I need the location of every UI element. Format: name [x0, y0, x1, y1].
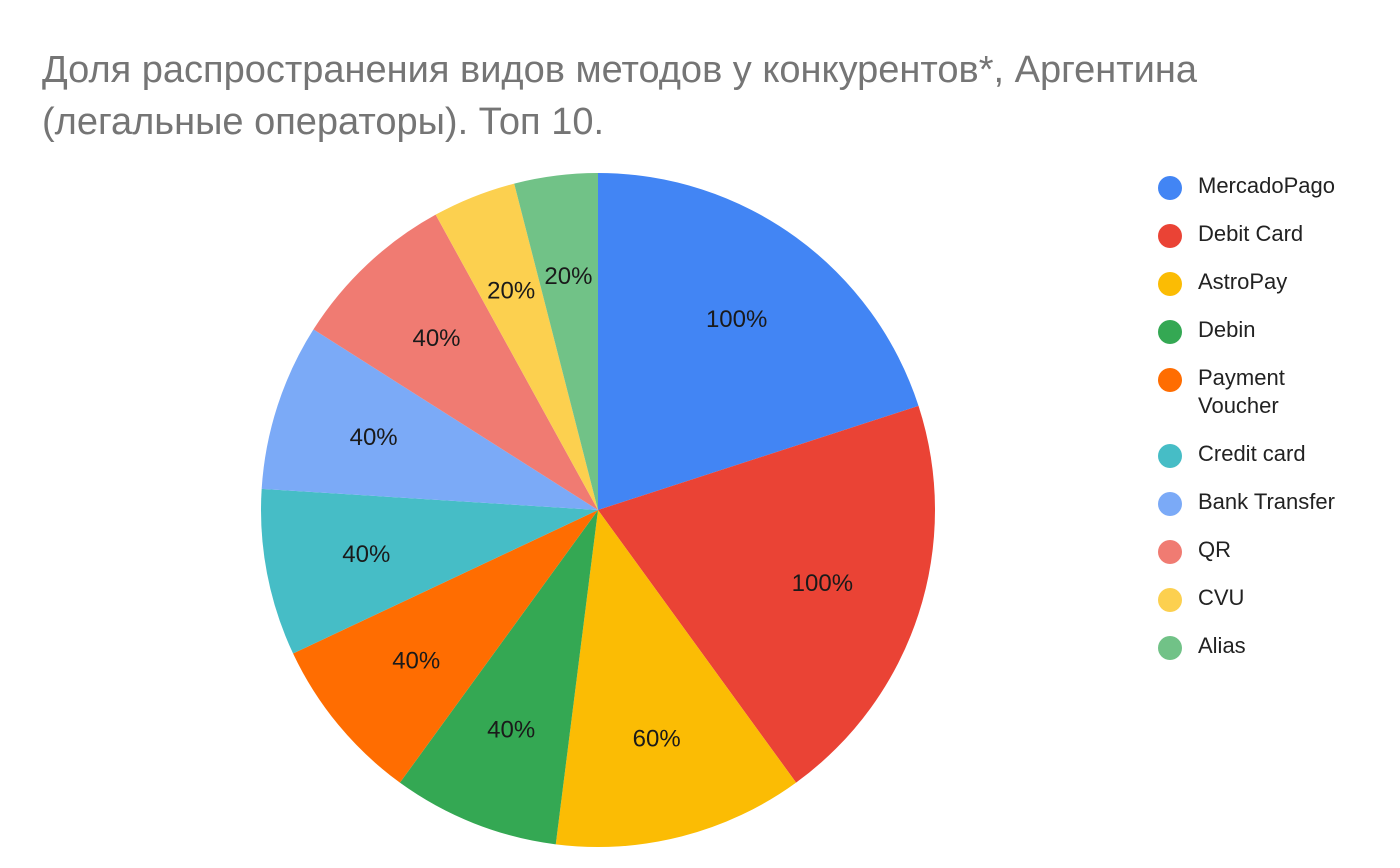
- legend-dot-icon: [1158, 492, 1182, 516]
- legend-dot-icon: [1158, 176, 1182, 200]
- legend-dot-icon: [1158, 588, 1182, 612]
- legend-dot-icon: [1158, 320, 1182, 344]
- legend-dot-icon: [1158, 224, 1182, 248]
- legend-dot-icon: [1158, 368, 1182, 392]
- pie-slice-qr[interactable]: [313, 214, 598, 511]
- legend-item-qr[interactable]: QR: [1158, 536, 1388, 584]
- slice-value-label: 20%: [487, 278, 535, 305]
- slice-value-label: 40%: [487, 716, 535, 743]
- slice-value-label: 100%: [706, 306, 767, 333]
- slice-value-label: 40%: [412, 325, 460, 352]
- legend-dot-icon: [1158, 272, 1182, 296]
- pie-slice-debin[interactable]: [399, 510, 598, 845]
- slice-value-label: 60%: [633, 725, 681, 752]
- pie-slice-cvu[interactable]: [435, 183, 598, 511]
- legend-item-debin[interactable]: Debin: [1158, 316, 1388, 364]
- pie-slice-astropay[interactable]: [555, 510, 797, 847]
- pie-slice-alias[interactable]: [514, 173, 598, 510]
- chart-title: Доля распространения видов методов у кон…: [42, 49, 1197, 143]
- pie-chart: 100% 100% 60% 40% 40% 40% 40% 40% 20% 20%: [261, 173, 935, 847]
- legend-item-cvu[interactable]: CVU: [1158, 584, 1388, 632]
- slice-value-label: 40%: [350, 424, 398, 451]
- legend-item-debit-card[interactable]: Debit Card: [1158, 220, 1388, 268]
- pie-slice-credit-card[interactable]: [261, 488, 598, 654]
- legend-item-astropay[interactable]: AstroPay: [1158, 268, 1388, 316]
- pie-slice-debit-card[interactable]: [598, 405, 935, 783]
- legend-dot-icon: [1158, 540, 1182, 564]
- pie-slice-bank-transfer[interactable]: [261, 329, 598, 510]
- pie-slice-mercadopago[interactable]: [598, 173, 919, 510]
- legend-item-alias[interactable]: Alias: [1158, 632, 1388, 680]
- legend-item-credit-card[interactable]: Credit card: [1158, 440, 1388, 488]
- legend-item-bank-transfer[interactable]: Bank Transfer: [1158, 488, 1388, 536]
- slice-value-label: 40%: [342, 541, 390, 568]
- slice-value-label: 40%: [392, 647, 440, 674]
- legend-item-mercadopago[interactable]: MercadoPago: [1158, 172, 1388, 220]
- legend-dot-icon: [1158, 444, 1182, 468]
- slice-value-label: 20%: [544, 263, 592, 290]
- pie-slice-payment-voucher[interactable]: [293, 510, 598, 783]
- pie-slices: [261, 173, 935, 847]
- legend-item-payment-voucher[interactable]: Payment Voucher: [1158, 364, 1388, 440]
- legend: MercadoPago Debit Card AstroPay Debin Pa…: [1158, 172, 1388, 680]
- legend-dot-icon: [1158, 636, 1182, 660]
- slice-value-label: 100%: [792, 570, 853, 597]
- pie-slice-labels: 100% 100% 60% 40% 40% 40% 40% 40% 20% 20%: [342, 263, 853, 753]
